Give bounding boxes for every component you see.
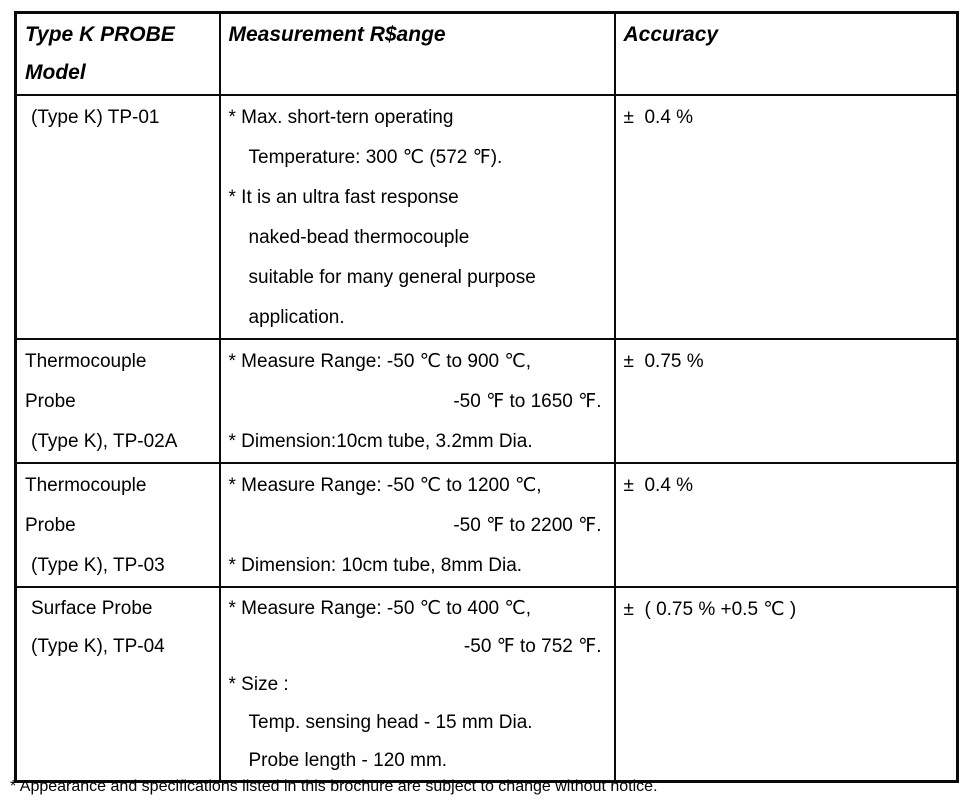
range-line: * Dimension:10cm tube, 3.2mm Dia. — [228, 430, 533, 452]
range-cell: * Max. short-tern operating Temperature:… — [218, 93, 616, 340]
model-line: Probe — [25, 390, 76, 412]
range-cell: * Measure Range: -50 ℃ to 900 ℃, -50 ℉ t… — [218, 337, 616, 464]
range-line: -50 ℉ to 752 ℉. — [463, 635, 602, 657]
range-line: Temp. sensing head - 15 mm Dia. — [248, 711, 533, 733]
table-row-tp01: (Type K) TP-01 * Max. short-tern operati… — [14, 93, 959, 340]
table-row-tp04: Surface Probe (Type K), TP-04 * Measure … — [14, 585, 959, 782]
range-line: -50 ℉ to 1650 ℉. — [453, 390, 602, 412]
accuracy-cell: ± 0.75 % — [613, 337, 959, 464]
model-line: Probe — [25, 514, 76, 536]
range-line: suitable for many general purpose — [248, 266, 536, 288]
model-cell: Surface Probe (Type K), TP-04 — [14, 585, 221, 782]
model-cell: Thermocouple Probe (Type K), TP-03 — [14, 461, 221, 588]
model-cell: Thermocouple Probe (Type K), TP-02A — [14, 337, 221, 464]
accuracy-cell: ± 0.4 % — [613, 461, 959, 588]
header-measurement-range: Measurement R$ange — [218, 11, 616, 96]
table-row-tp02a: Thermocouple Probe (Type K), TP-02A * Me… — [14, 337, 959, 464]
range-line: * Measure Range: -50 ℃ to 1200 ℃, — [228, 474, 542, 496]
range-line: * Dimension: 10cm tube, 8mm Dia. — [228, 554, 523, 576]
table-header-row: Type K PROBE Model Measurement R$ange Ac… — [14, 11, 959, 96]
header-model: Type K PROBE Model — [14, 11, 221, 96]
range-line: Temperature: 300 ℃ (572 ℉). — [248, 146, 503, 168]
header-model-line1: Type K PROBE — [25, 23, 175, 46]
header-model-line2: Model — [25, 61, 86, 84]
range-line: * Size : — [228, 673, 289, 695]
model-line: (Type K), TP-04 — [31, 635, 165, 657]
model-line: (Type K), TP-02A — [31, 430, 178, 452]
model-line: (Type K), TP-03 — [31, 554, 165, 576]
model-line: Thermocouple — [25, 350, 147, 372]
range-line: * Max. short-tern operating — [228, 106, 454, 128]
range-line: Probe length - 120 mm. — [248, 749, 448, 771]
model-line: Surface Probe — [31, 597, 153, 619]
range-line: naked-bead thermocouple — [248, 226, 470, 248]
model-cell: (Type K) TP-01 — [14, 93, 221, 340]
range-line: application. — [248, 306, 345, 328]
header-accuracy: Accuracy — [613, 11, 959, 96]
range-line: -50 ℉ to 2200 ℉. — [453, 514, 602, 536]
accuracy-cell: ± ( 0.75 % +0.5 ℃ ) — [613, 585, 959, 782]
table-row-tp03: Thermocouple Probe (Type K), TP-03 * Mea… — [14, 461, 959, 588]
range-line: * Measure Range: -50 ℃ to 400 ℃, — [228, 597, 532, 619]
range-line: * Measure Range: -50 ℃ to 900 ℃, — [228, 350, 532, 372]
model-line: Thermocouple — [25, 474, 147, 496]
model-line: (Type K) TP-01 — [31, 106, 160, 128]
range-line: * It is an ultra fast response — [228, 186, 459, 208]
range-cell: * Measure Range: -50 ℃ to 1200 ℃, -50 ℉ … — [218, 461, 616, 588]
accuracy-cell: ± 0.4 % — [613, 93, 959, 340]
range-cell: * Measure Range: -50 ℃ to 400 ℃, -50 ℉ t… — [218, 585, 616, 782]
probe-spec-table: Type K PROBE Model Measurement R$ange Ac… — [14, 11, 959, 783]
footer-disclaimer: * Appearance and specifications listed i… — [10, 778, 658, 795]
